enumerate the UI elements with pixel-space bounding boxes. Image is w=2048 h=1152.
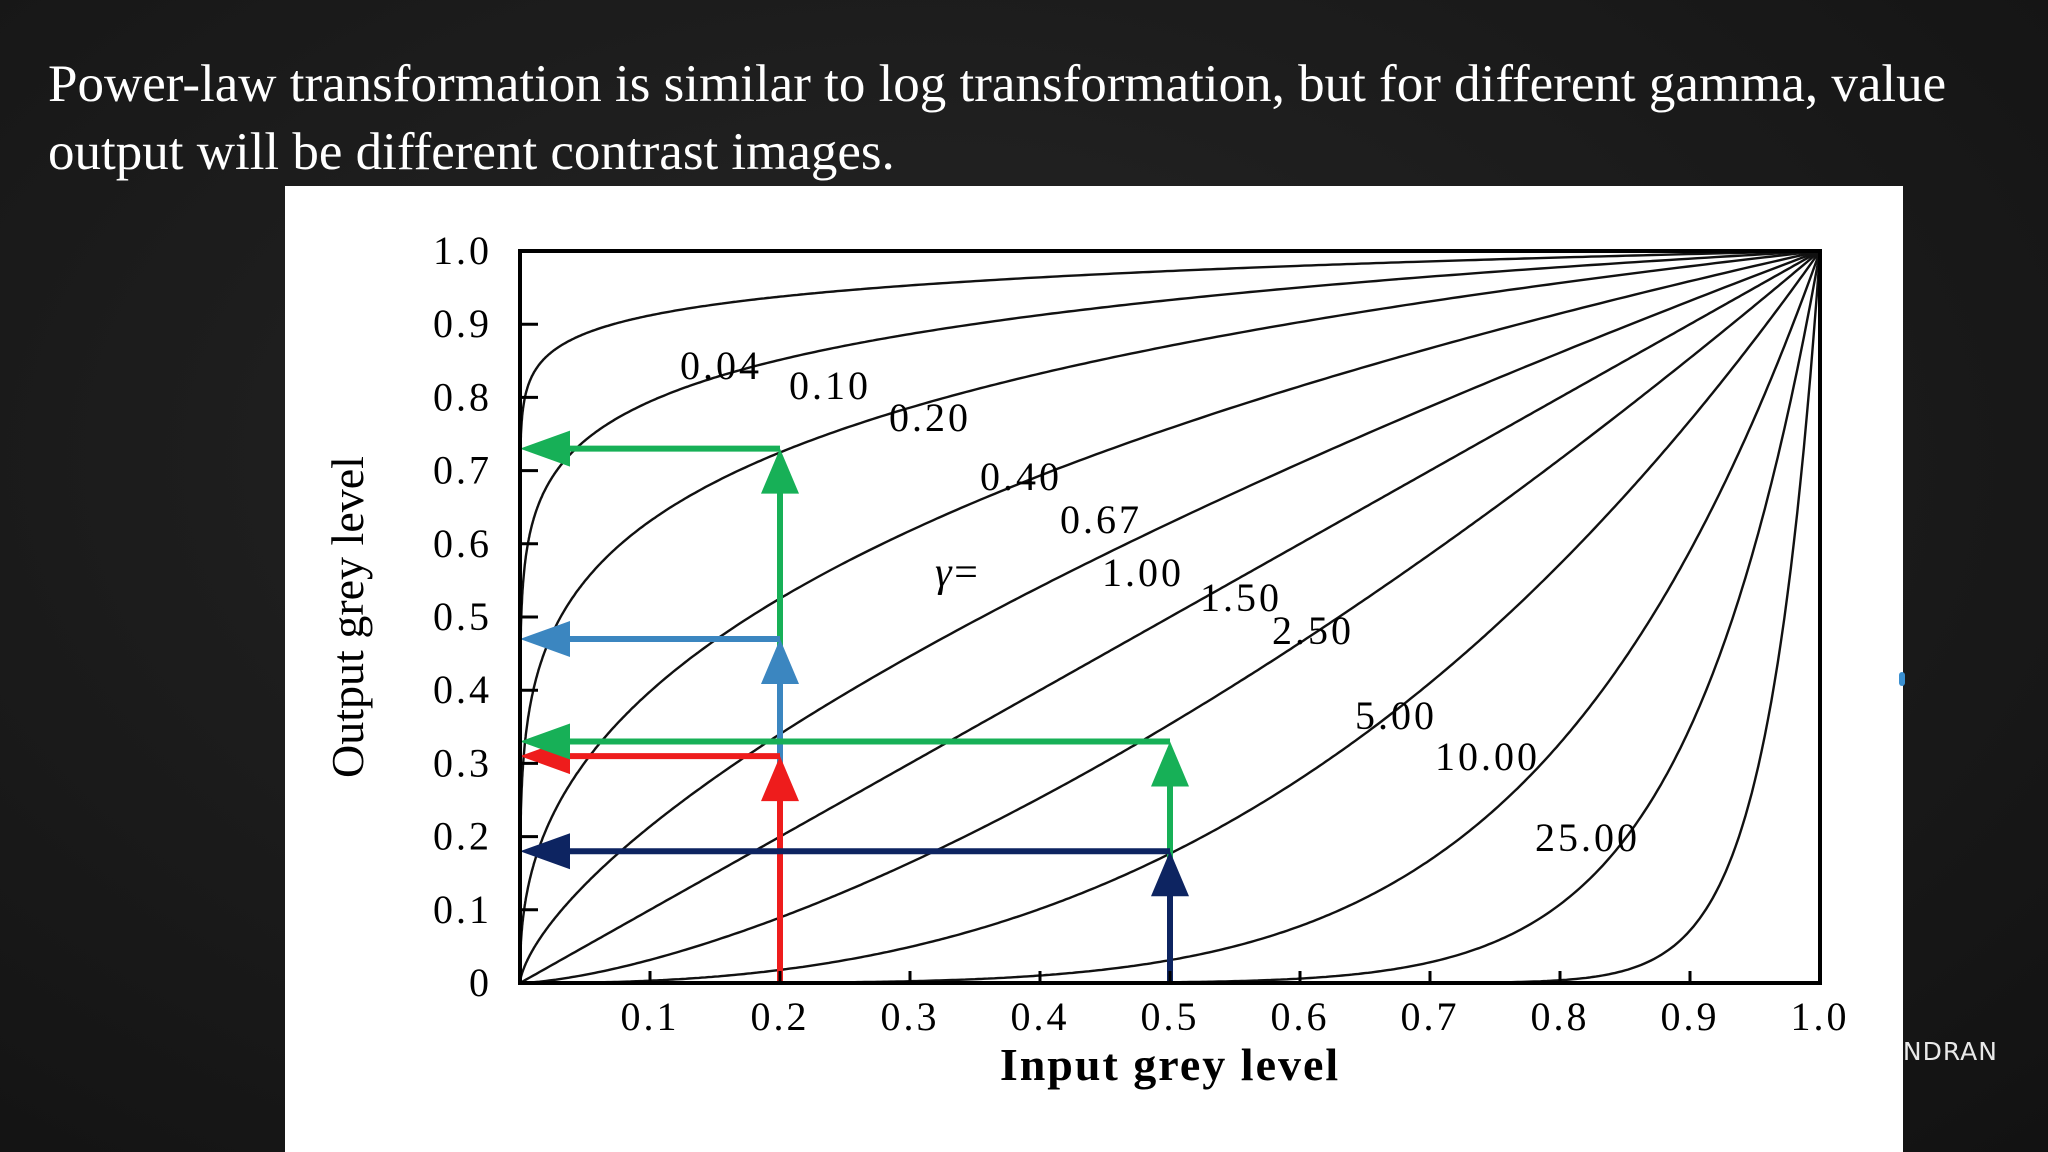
y-tick-label: 0.2: [433, 814, 492, 859]
footer-author-fragment: NDRAN: [1902, 1037, 1998, 1066]
slide-heading: Power-law transformation is similar to l…: [48, 55, 1947, 181]
x-tick-label: 0.9: [1661, 994, 1720, 1039]
y-tick-label: 0.9: [433, 301, 492, 346]
slide-edge-marker: [1899, 672, 1905, 686]
curve-label-2.50: 2.50: [1272, 608, 1354, 653]
curve-label-10.00: 10.00: [1435, 734, 1540, 779]
annotation-up-arrowhead: [1151, 741, 1189, 787]
x-tick-label: 0.2: [751, 994, 810, 1039]
y-tick-label: 0.8: [433, 374, 492, 419]
y-tick-label: 0.5: [433, 594, 492, 639]
gamma-curve-1.50: [519, 250, 1821, 985]
navy-arrow-input-0.5-output-0.18: [520, 833, 1189, 983]
blue-arrow-input-0.2-output-0.47: [520, 620, 799, 983]
x-tick-label: 0.7: [1401, 994, 1460, 1039]
gamma-curves-figure: 0.04 0.10 0.20 0.40 0.67 1.00 1.50 2.50 5.00 10.0…: [285, 186, 1903, 1152]
annotation-left-arrowhead: [520, 620, 570, 657]
y-tick-label: 0.1: [433, 887, 492, 932]
y-tick-label: 0.6: [433, 521, 492, 566]
curve-label-0.20: 0.20: [889, 395, 971, 440]
curve-label-5.00: 5.00: [1355, 693, 1437, 738]
curve-label-1.50: 1.50: [1200, 575, 1282, 620]
x-axis-label: Input grey level: [1000, 1039, 1340, 1090]
gamma-curve-0.10: [518, 249, 1821, 983]
annotation-left-arrowhead: [520, 833, 570, 870]
y-tick-label: 0.3: [433, 740, 492, 785]
x-tick-label: 0.1: [621, 994, 680, 1039]
annotation-up-arrowhead: [1151, 851, 1189, 897]
x-tick-label: 0.5: [1141, 994, 1200, 1039]
curve-label-0.04: 0.04: [680, 343, 762, 388]
curve-label-0.40: 0.40: [980, 454, 1062, 499]
x-tick-label: 0.6: [1271, 994, 1330, 1039]
x-tick-label: 1.0: [1791, 994, 1850, 1039]
x-tick-label: 0.3: [881, 994, 940, 1039]
gamma-curve-0.20: [518, 249, 1821, 983]
annotation-up-arrowhead: [761, 448, 799, 494]
annotation-left-arrowhead: [520, 723, 570, 760]
annotation-up-arrowhead: [761, 756, 799, 802]
y-axis-label: Output grey level: [322, 456, 373, 778]
power-law-chart: 0.04 0.100.200.400.671.001.502.505.0010.0…: [322, 228, 1850, 1090]
x-tick-label: 0.4: [1011, 994, 1070, 1039]
gamma-curve-1.00: [519, 249, 1821, 985]
gamma-curve-0.67: [518, 249, 1821, 983]
curve-label-25.00: 25.00: [1535, 815, 1640, 860]
y-tick-label: 0.7: [433, 448, 492, 493]
curve-label-0.10: 0.10: [789, 363, 871, 408]
y-tick-label: 0: [469, 960, 492, 1005]
green-arrow-input-0.5-output-0.33: [520, 723, 1189, 983]
annotation-left-arrowhead: [520, 430, 570, 467]
gamma-curve-0.04: [518, 249, 1821, 983]
curve-label-1.00: 1.00: [1102, 550, 1184, 595]
x-tick-label: 0.8: [1531, 994, 1590, 1039]
y-tick-label: 1.0: [433, 228, 492, 273]
gamma-formula-label: γ=: [935, 550, 980, 596]
curve-label-0.67: 0.67: [1060, 497, 1142, 542]
annotation-up-arrowhead: [761, 638, 799, 684]
gamma-curve-0.40: [518, 249, 1821, 983]
y-tick-label: 0.4: [433, 667, 492, 712]
